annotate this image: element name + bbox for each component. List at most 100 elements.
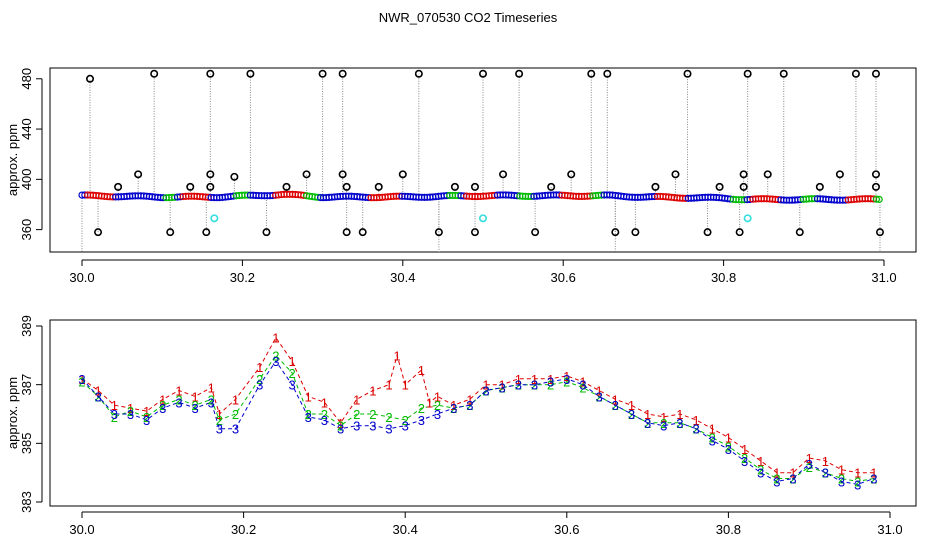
series-marker-2: 2 [854,474,861,489]
spike-marker [434,228,443,237]
top-y-tick-label: 400 [19,168,34,190]
spike-marker [715,182,724,191]
series-marker-3: 3 [353,419,360,434]
spike-marker [94,228,103,237]
series-marker-2: 2 [143,410,150,425]
top-y-tick-label: 480 [19,68,34,90]
series-marker-1: 1 [725,430,732,445]
series-marker-2: 2 [192,398,199,413]
series-marker-1: 1 [232,392,239,407]
bottom-x-tick-label: 30.2 [231,522,256,537]
series-marker-3: 3 [741,454,748,469]
spike-marker [86,74,95,83]
series-marker-3: 3 [854,477,861,492]
series-marker-2: 2 [466,398,473,413]
top-y-axis: 360 400 440 480 [19,68,43,240]
series-marker-3: 3 [757,466,764,481]
top-baseline-points [78,190,883,204]
series-marker-3: 3 [216,422,223,437]
series-marker-3: 3 [111,407,118,422]
series-marker-2: 2 [499,381,506,396]
series-marker-3: 3 [272,354,279,369]
spike-marker [450,182,459,191]
series-marker-2: 2 [402,413,409,428]
series-marker-2: 2 [563,375,570,390]
series-marker-2: 2 [789,472,796,487]
series-marker-1: 1 [547,372,554,387]
spike-marker [262,228,271,237]
series-marker-1: 1 [216,407,223,422]
series-marker-2: 2 [579,381,586,396]
series-marker-3: 3 [369,419,376,434]
series-marker-1: 1 [854,466,861,481]
series-marker-2: 2 [870,472,877,487]
series-marker-1: 1 [628,398,635,413]
series-marker-1: 1 [789,466,796,481]
series-marker-2: 2 [773,472,780,487]
series-marker-1: 1 [741,442,748,457]
series-marker-1: 1 [256,360,263,375]
series-marker-1: 1 [426,395,433,410]
bottom-x-tick-label: 31.0 [877,522,902,537]
top-x-axis: 30.0 30.2 30.4 30.6 30.8 31.0 [69,259,897,285]
bottom-x-tick-label: 30.6 [554,522,579,537]
top-spike-markers [86,69,884,237]
series-marker-2: 2 [531,378,538,393]
series-marker-2: 2 [434,398,441,413]
series-marker-1: 1 [838,463,845,478]
series-marker-2: 2 [806,460,813,475]
cyan-marker [743,214,752,223]
series-marker-2: 2 [208,392,215,407]
series-marker-1: 1 [434,389,441,404]
spike-marker [246,69,255,78]
series-marker-1: 1 [450,398,457,413]
series-marker-1: 1 [385,378,392,393]
series-marker-2: 2 [216,413,223,428]
series-marker-3: 3 [692,422,699,437]
series-marker-1: 1 [305,389,312,404]
series-marker-1: 1 [111,398,118,413]
spike-marker [815,182,824,191]
series-marker-1: 1 [208,381,215,396]
spike-marker [342,182,351,191]
spike-marker [631,228,640,237]
spike-marker [166,228,175,237]
series-marker-1: 1 [353,392,360,407]
bottom-plot-frame [49,319,917,507]
series-marker-1: 1 [499,378,506,393]
series-marker-3: 3 [515,378,522,393]
baseline-point [872,195,880,203]
series-marker-2: 2 [288,366,295,381]
bottom-y-tick-label: 387 [19,374,34,396]
spike-marker [338,69,347,78]
series-marker-1: 1 [612,392,619,407]
series-marker-2: 2 [418,401,425,416]
series-marker-3: 3 [256,378,263,393]
series-marker-1: 1 [192,389,199,404]
spike-marker [703,228,712,237]
series-marker-1: 1 [579,375,586,390]
series-marker-3: 3 [143,413,150,428]
bottom-series-lines [81,336,874,485]
spike-marker [735,228,744,237]
bottom-y-tick-label: 385 [19,432,34,454]
series-marker-3: 3 [450,401,457,416]
bottom-y-axis-label: approx. ppm [5,377,20,449]
series-marker-1: 1 [596,384,603,399]
top-x-tick-label: 30.6 [551,270,576,285]
top-panel: 30.0 30.2 30.4 30.6 30.8 31.0 360 400 440 480 ap… [5,67,917,285]
series-marker-1: 1 [159,392,166,407]
top-x-tick-label: 30.8 [711,270,736,285]
spike-marker [611,228,620,237]
spike-marker [114,182,123,191]
series-marker-1: 1 [692,413,699,428]
series-marker-1: 1 [757,454,764,469]
series-marker-2: 2 [127,404,134,419]
series-marker-3: 3 [644,416,651,431]
spike-marker [374,182,383,191]
series-marker-2: 2 [709,430,716,445]
series-line-3 [81,360,874,485]
spike-marker [318,69,327,78]
spike-marker [186,182,195,191]
bottom-x-tick-label: 30.4 [393,522,418,537]
